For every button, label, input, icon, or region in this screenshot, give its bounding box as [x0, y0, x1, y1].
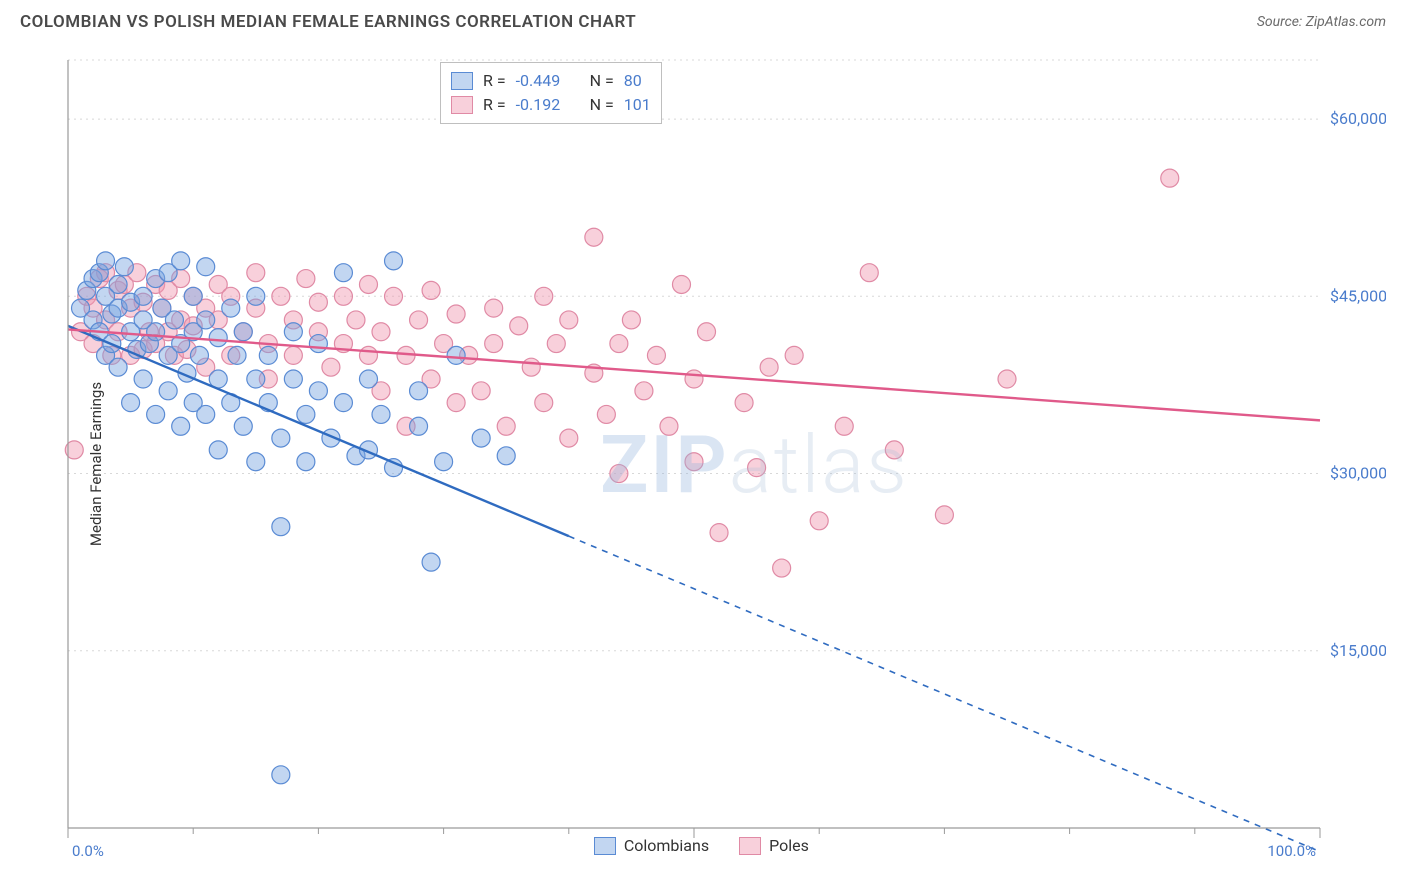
- corr-r-value: -0.449: [516, 69, 580, 93]
- svg-text:$60,000: $60,000: [1330, 109, 1386, 128]
- svg-text:$30,000: $30,000: [1330, 464, 1386, 483]
- corr-row: R = -0.192 N = 101: [451, 93, 651, 117]
- svg-text:$45,000: $45,000: [1330, 286, 1386, 305]
- legend-swatch: [739, 837, 761, 855]
- corr-swatch: [451, 72, 473, 90]
- corr-swatch: [451, 96, 473, 114]
- legend-label: Poles: [769, 836, 809, 855]
- corr-n-label: N =: [590, 93, 614, 117]
- corr-row: R = -0.449 N = 80: [451, 69, 651, 93]
- legend-swatch: [594, 837, 616, 855]
- legend-label: Colombians: [624, 836, 709, 855]
- chart-title: COLOMBIAN VS POLISH MEDIAN FEMALE EARNIN…: [20, 12, 636, 32]
- source-attribution: Source: ZipAtlas.com: [1257, 14, 1386, 30]
- corr-r-value: -0.192: [516, 93, 580, 117]
- svg-text:100.0%: 100.0%: [1267, 842, 1316, 860]
- scatter-chart-svg: $15,000 $30,000 $45,000 $60,000 0.0% 100.0%: [20, 48, 1386, 880]
- legend-bottom: Colombians Poles: [594, 836, 809, 855]
- svg-text:0.0%: 0.0%: [72, 842, 104, 860]
- corr-r-label: R =: [483, 69, 506, 93]
- chart-area: Median Female Earnings $15,000 $30,000 $45…: [20, 48, 1386, 880]
- corr-n-value: 80: [624, 69, 642, 93]
- corr-n-label: N =: [590, 69, 614, 93]
- svg-text:$15,000: $15,000: [1330, 641, 1386, 660]
- corr-n-value: 101: [624, 93, 651, 117]
- legend-item: Colombians: [594, 836, 709, 855]
- y-axis-title: Median Female Earnings: [87, 382, 105, 546]
- legend-item: Poles: [739, 836, 809, 855]
- correlation-stats-box: R = -0.449 N = 80 R = -0.192 N = 101: [440, 62, 662, 124]
- corr-r-label: R =: [483, 93, 506, 117]
